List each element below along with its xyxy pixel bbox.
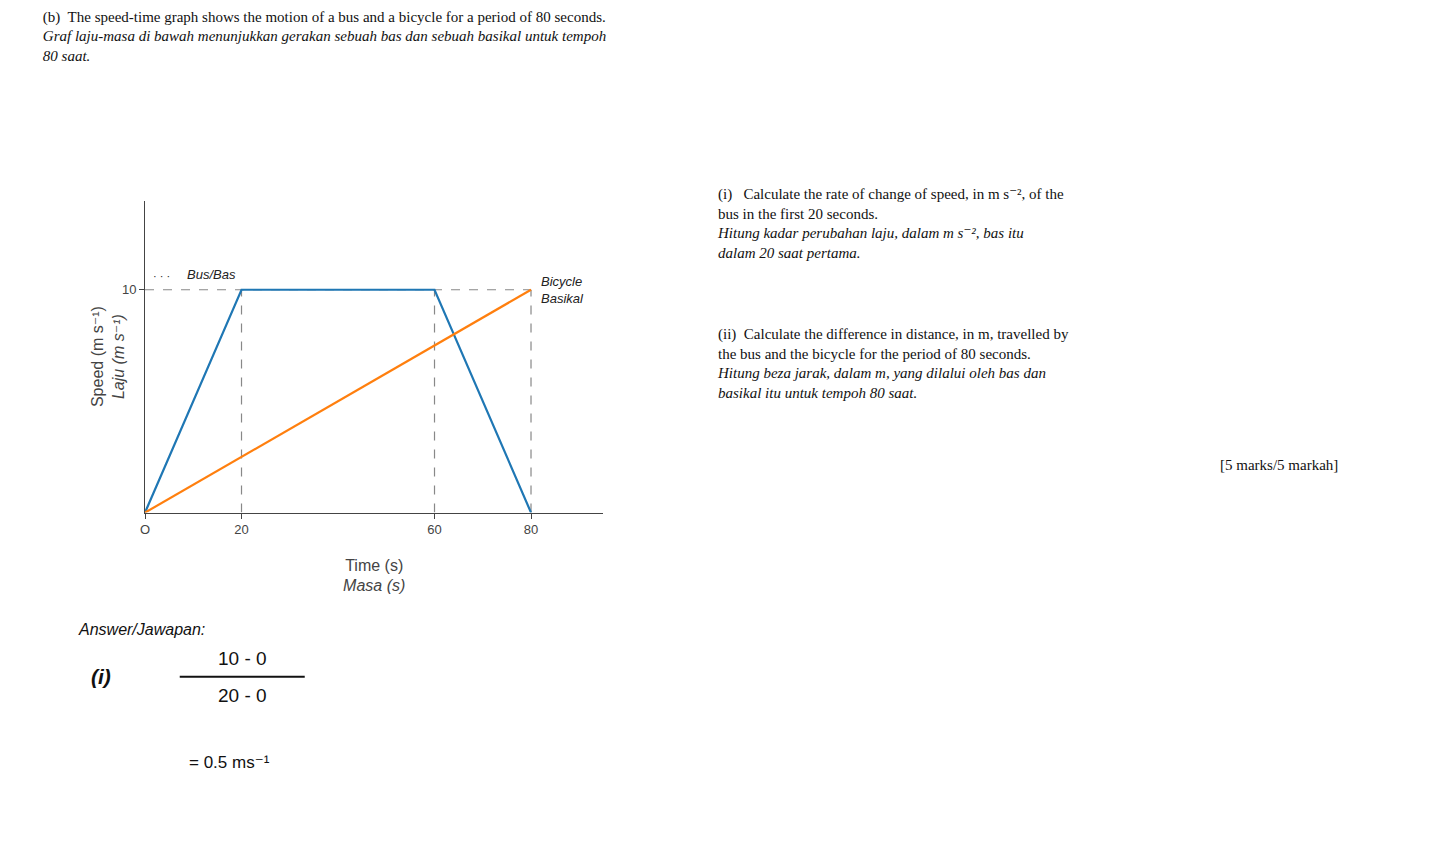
svg-text:Speed (m s⁻¹)Laju (m s⁻¹): Speed (m s⁻¹)Laju (m s⁻¹): [89, 306, 127, 407]
svg-text:80: 80: [524, 522, 538, 537]
svg-text:60: 60: [427, 522, 441, 537]
svg-text:20: 20: [234, 522, 248, 537]
svg-text:(i) Calculate the rate of ch: (i) Calculate the rate of change of spee…: [717, 186, 1064, 261]
svg-text:Bus/Bas: Bus/Bas: [187, 267, 236, 282]
svg-text:(ii) Calculate the difference: (ii) Calculate the difference in distanc…: [717, 326, 1069, 401]
svg-text:[5 marks/5 markah]: [5 marks/5 markah]: [1220, 457, 1338, 473]
svg-text:(i): (i): [91, 665, 111, 688]
svg-text:10 - 0: 10 - 0: [218, 648, 267, 669]
svg-text:= 0.5 ms⁻¹: = 0.5 ms⁻¹: [189, 753, 270, 772]
svg-text:Answer/Jawapan:: Answer/Jawapan:: [78, 621, 205, 638]
svg-text:Time (s)Masa (s): Time (s)Masa (s): [343, 557, 405, 595]
svg-text:10: 10: [122, 282, 136, 297]
svg-text:· · ·: · · ·: [153, 270, 170, 282]
svg-text:O: O: [140, 522, 150, 537]
svg-text:20 - 0: 20 - 0: [218, 685, 267, 706]
svg-text:BicycleBasikal: BicycleBasikal: [541, 274, 584, 306]
svg-text:(b) The speed-time graph show: (b) The speed-time graph shows the motio…: [43, 9, 606, 64]
